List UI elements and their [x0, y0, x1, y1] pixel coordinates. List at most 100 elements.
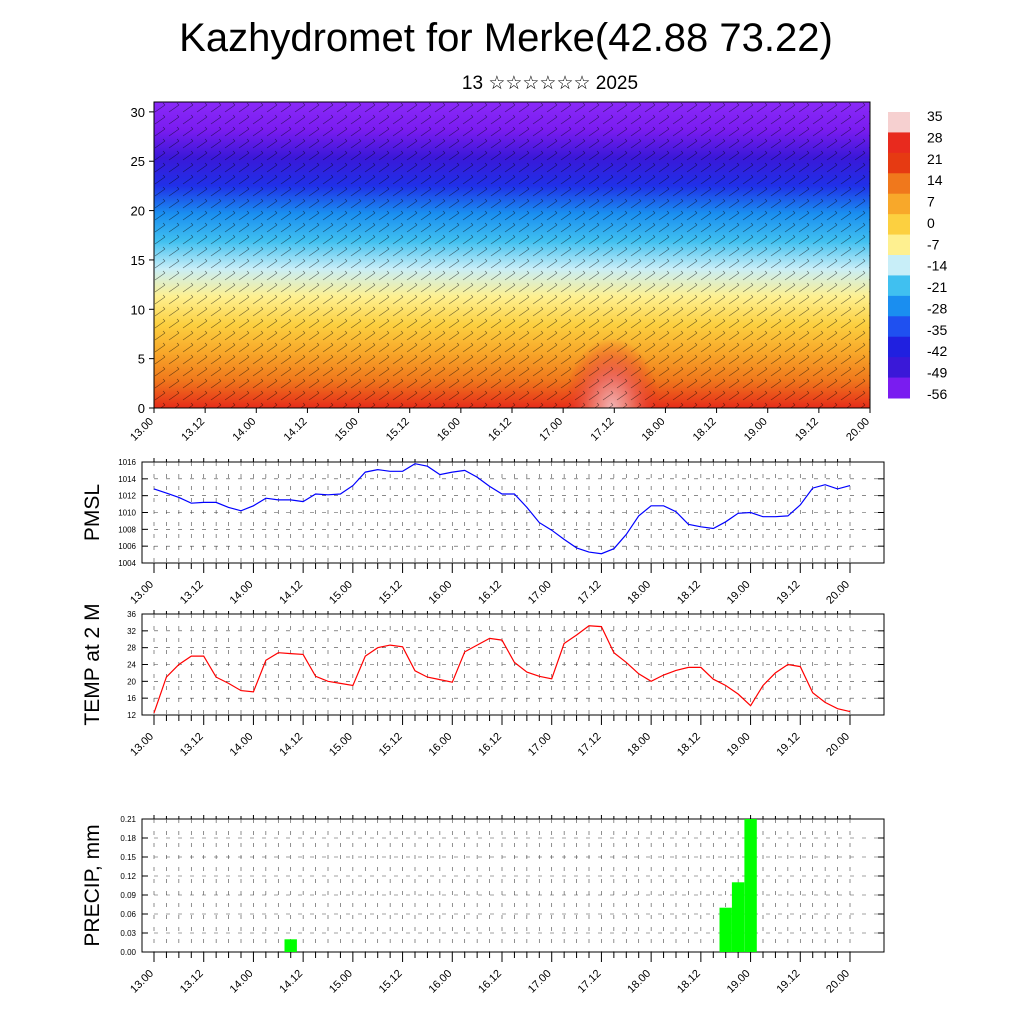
x-tick-label: 14.12	[277, 968, 305, 996]
y-tick-label: 0.03	[120, 929, 136, 938]
x-tick-label: 16.12	[486, 416, 514, 444]
x-tick-label: 16.12	[476, 731, 504, 759]
colorbar-box	[888, 377, 910, 399]
y-tick-label: 16	[127, 694, 136, 703]
y-axis-label: PRECIP, mm	[81, 824, 104, 946]
y-tick-label: 24	[127, 661, 136, 670]
cross-section-panel: 0 5 10 15 20 25 30 13.00 13.12 14.00 14.12 15.00 15.…	[128, 101, 872, 444]
colorbar-label: -35	[927, 322, 947, 338]
x-tick-label: 15.00	[327, 579, 355, 607]
x-tick-label: 13.12	[179, 416, 207, 444]
precip-bar	[284, 939, 297, 952]
colorbar-box	[888, 132, 910, 154]
colorbar-box	[888, 255, 910, 276]
y-tick-label: 1014	[118, 475, 136, 484]
wind-barbs	[154, 102, 870, 408]
x-tick-label: 18.12	[691, 416, 719, 444]
x-tick-label: 18.12	[675, 731, 703, 759]
x-tick-label: 13.00	[128, 731, 156, 759]
colorbar-box	[888, 316, 910, 338]
pmsl-line	[153, 463, 851, 555]
colorbar: 35 28 21 14 7 0 -7 -14 -21 -28 -35 -42 -49 -56	[888, 108, 947, 402]
x-tick-label: 17.12	[576, 731, 604, 759]
colorbar-label: -42	[927, 343, 947, 359]
x-tick-label: 13.12	[178, 968, 206, 996]
y-tick-label: 1004	[118, 559, 136, 568]
x-tick-label: 15.00	[333, 416, 361, 444]
x-tick-label: 20.00	[824, 731, 852, 759]
colorbar-label: 21	[927, 151, 943, 167]
x-tick-label: 19.00	[725, 579, 753, 607]
y-tick-label: 1006	[118, 542, 136, 551]
x-tick-label: 17.12	[576, 968, 604, 996]
x-tick-label: 18.12	[675, 968, 703, 996]
precip-panel: 0.00 0.03 0.06 0.09 0.12 0.15 0.18 0.21 13.00 13.…	[81, 815, 885, 996]
colorbar-box	[888, 214, 910, 236]
colorbar-label: -14	[927, 258, 947, 274]
x-tick-label: 17.12	[576, 579, 604, 607]
x-tick-label: 19.12	[793, 416, 821, 444]
x-tick-label: 14.00	[228, 731, 256, 759]
y-tick-label: 12	[127, 711, 136, 720]
x-tick-label: 15.12	[377, 579, 405, 607]
x-tick-label: 17.12	[588, 416, 616, 444]
x-tick-label: 13.00	[128, 579, 156, 607]
x-tick-label: 18.00	[640, 416, 668, 444]
x-tick-label: 14.00	[230, 416, 258, 444]
x-tick-label: 16.00	[435, 416, 463, 444]
y-axis-label: TEMP at 2 M	[81, 603, 104, 725]
colorbar-label: -28	[927, 300, 947, 316]
y-tick-label: 20	[127, 677, 136, 686]
colorbar-box	[888, 336, 910, 358]
colorbar-box	[888, 173, 910, 195]
y-tick-label: 1008	[118, 525, 136, 534]
x-tick-label: 20.00	[844, 416, 872, 444]
x-tick-label: 19.00	[725, 731, 753, 759]
y-tick-label: 20	[131, 204, 145, 219]
x-tick-label: 13.12	[178, 579, 206, 607]
colorbar-box	[888, 275, 910, 297]
page-subtitle: 13 ☆☆☆☆☆☆ 2025	[461, 73, 639, 94]
y-tick-label: 30	[131, 105, 145, 120]
x-tick-label: 20.00	[824, 579, 852, 607]
x-tick-label: 16.12	[476, 579, 504, 607]
x-tick-label: 13.12	[178, 731, 206, 759]
y-tick-label: 0.12	[120, 872, 136, 881]
x-tick-label: 14.12	[282, 416, 310, 444]
x-tick-label: 19.12	[774, 968, 802, 996]
x-tick-label: 19.00	[725, 968, 753, 996]
y-tick-label: 1012	[118, 492, 136, 501]
y-tick-label: 0.18	[120, 834, 136, 843]
x-tick-label: 14.00	[228, 968, 256, 996]
colorbar-box	[888, 234, 910, 256]
y-tick-label: 0.21	[120, 815, 136, 824]
colorbar-box	[888, 112, 910, 133]
x-tick-label: 18.12	[675, 579, 703, 607]
y-tick-label: 5	[138, 352, 145, 367]
y-tick-label: 0.00	[120, 948, 136, 957]
colorbar-label: -56	[927, 386, 947, 402]
x-tick-label: 17.00	[526, 731, 554, 759]
x-tick-label: 15.00	[327, 968, 355, 996]
x-tick-label: 16.00	[426, 579, 454, 607]
colorbar-label: -21	[927, 279, 947, 295]
pmsl-panel: 1004 1006 1008 1010 1012 1014 1016 13.00 13.12 14…	[81, 458, 885, 607]
plot-frame	[141, 818, 885, 953]
x-tick-label: 15.00	[327, 731, 355, 759]
y-tick-label: 32	[127, 627, 136, 636]
colorbar-box	[888, 295, 910, 317]
temp-panel: 12 16 20 24 28 32 36 13.00 13.12 14.00 14.12 15.00 1…	[81, 603, 885, 759]
colorbar-label: -49	[927, 365, 947, 381]
x-tick-label: 16.12	[476, 968, 504, 996]
x-tick-label: 19.12	[774, 579, 802, 607]
colorbar-box	[888, 152, 910, 174]
colorbar-box	[888, 193, 910, 215]
precip-bar	[744, 819, 757, 952]
precip-bar	[719, 907, 732, 952]
y-tick-label: 10	[131, 302, 145, 317]
colorbar-label: 28	[927, 129, 943, 145]
x-tick-label: 20.00	[824, 968, 852, 996]
x-tick-label: 16.00	[426, 731, 454, 759]
x-tick-label: 18.00	[625, 579, 653, 607]
